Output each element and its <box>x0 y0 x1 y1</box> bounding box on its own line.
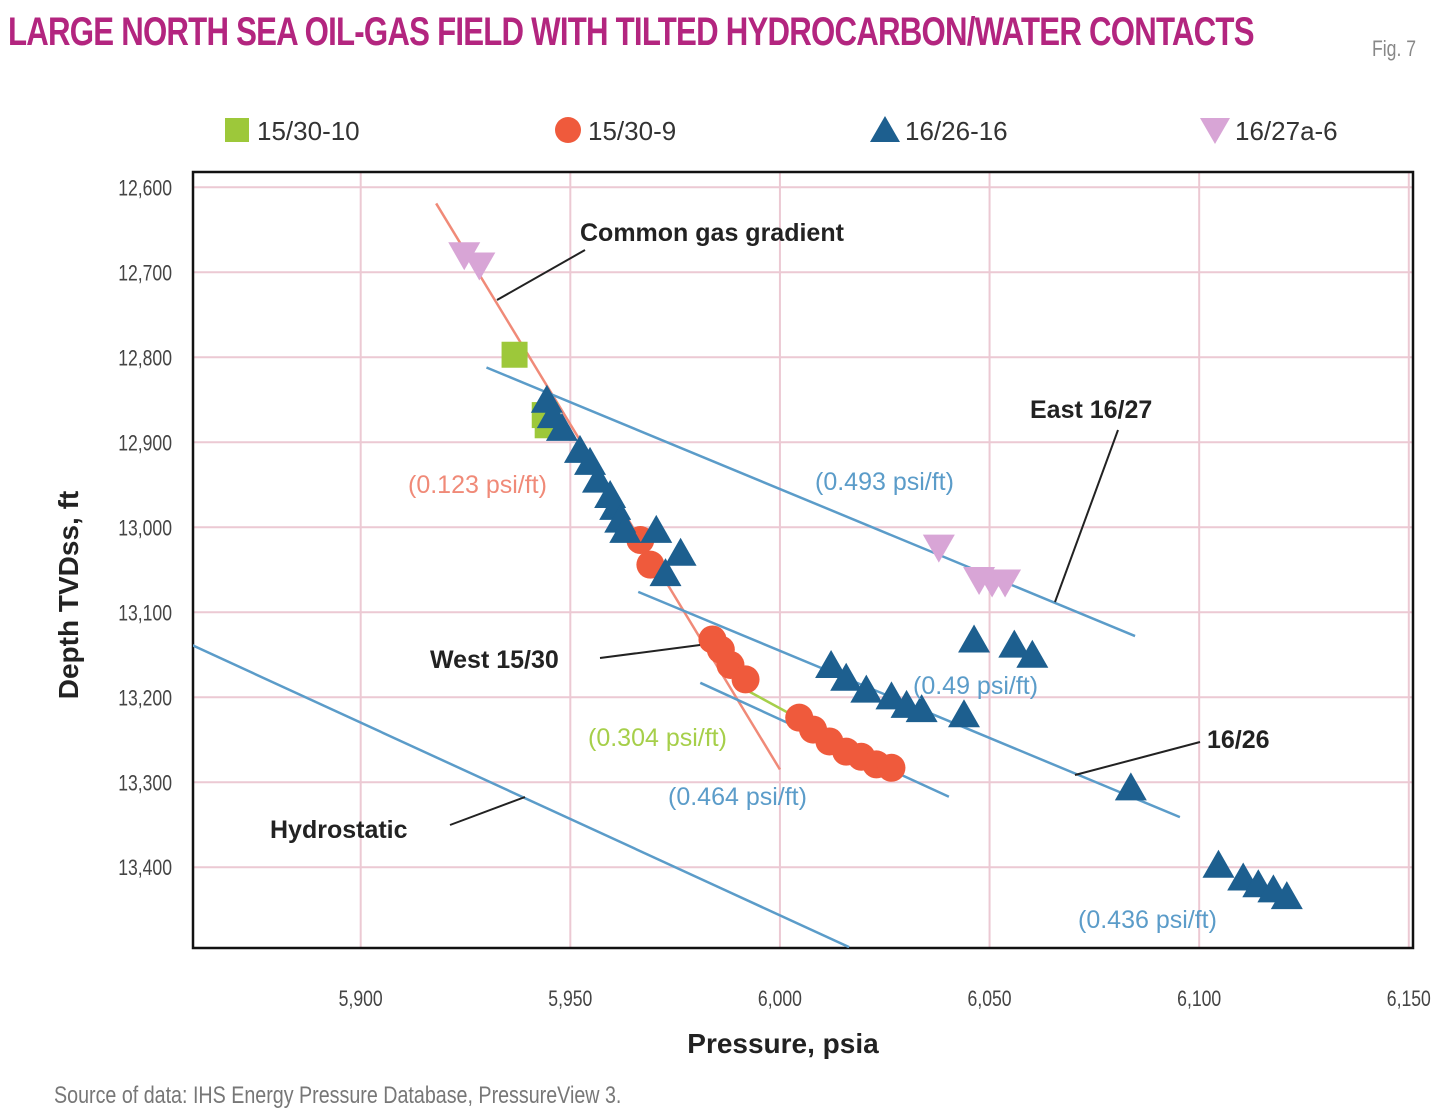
y-tick-label: 12,800 <box>118 347 172 371</box>
annotation-label: West 15/30 <box>430 646 559 674</box>
x-tick-label: 5,950 <box>548 987 592 1011</box>
legend-marker <box>555 117 581 143</box>
x-tick-label: 6,050 <box>968 987 1012 1011</box>
y-axis-label: Depth TVDss, ft <box>53 491 84 699</box>
data-point-triangle-up <box>905 694 938 723</box>
data-point-triangle-up <box>581 464 614 493</box>
data-point-triangle-up <box>958 624 991 653</box>
data-point-triangle-down <box>989 569 1022 598</box>
gradient-label: (0.123 psi/ft) <box>408 471 547 499</box>
x-tick-label: 5,900 <box>339 987 383 1011</box>
legend-label: 16/27a-6 <box>1235 116 1338 146</box>
y-tick-label: 13,100 <box>118 601 172 625</box>
chart-title: Large North Sea oil-gas field with tilte… <box>8 10 1255 54</box>
annotation-leader <box>1074 741 1201 776</box>
x-tick-label: 6,000 <box>758 987 802 1011</box>
gradient-line <box>485 366 1136 638</box>
gradient-label: (0.464 psi/ft) <box>668 783 807 811</box>
data-point-triangle-up <box>664 537 697 566</box>
gradient-label: (0.436 psi/ft) <box>1078 906 1217 934</box>
legend-label: 15/30-9 <box>588 116 676 146</box>
data-point-triangle-up <box>640 514 673 543</box>
annotation-leader <box>496 249 586 301</box>
gradient-line <box>193 644 850 948</box>
legend-marker <box>870 116 900 142</box>
x-axis-label: Pressure, psia <box>687 1028 879 1059</box>
annotation-leader <box>1054 429 1119 603</box>
legend-marker <box>225 118 249 142</box>
y-tick-label: 12,900 <box>118 432 172 456</box>
data-point-triangle-up <box>649 558 682 587</box>
data-point-triangle-down <box>922 534 955 563</box>
data-point-square <box>501 341 528 368</box>
y-tick-label: 12,700 <box>118 262 172 286</box>
data-point-circle <box>877 753 906 782</box>
x-tick-label: 6,100 <box>1177 987 1221 1011</box>
data-point-triangle-up <box>815 649 848 678</box>
y-tick-label: 13,000 <box>118 517 172 541</box>
data-point-triangle-up <box>947 699 980 728</box>
y-tick-label: 13,400 <box>118 856 172 880</box>
gradient-label: (0.493 psi/ft) <box>815 468 954 496</box>
data-point-circle <box>636 550 665 579</box>
legend-marker <box>1200 118 1230 144</box>
annotation-leader <box>449 796 526 826</box>
data-point-triangle-up <box>830 662 863 691</box>
y-tick-label: 12,600 <box>118 177 172 201</box>
data-point-triangle-up <box>1270 881 1303 910</box>
data-point-triangle-up <box>1202 849 1235 878</box>
annotation-leader <box>599 644 701 659</box>
x-tick-label: 6,150 <box>1387 987 1431 1011</box>
data-point-triangle-down <box>448 242 481 271</box>
gradient-label: (0.304 psi/ft) <box>588 724 727 752</box>
data-point-triangle-up <box>545 412 578 441</box>
data-point-triangle-up <box>609 514 642 543</box>
legend-label: 16/26-16 <box>905 116 1008 146</box>
y-tick-label: 13,200 <box>118 686 172 710</box>
plot-border <box>191 170 1415 950</box>
data-point-triangle-down <box>463 252 496 281</box>
data-point-triangle-up <box>1016 639 1049 668</box>
data-point-triangle-up <box>1114 772 1147 801</box>
data-point-triangle-up <box>850 674 883 703</box>
annotation-label: 16/26 <box>1207 726 1270 754</box>
annotation-label: Common gas gradient <box>580 219 845 247</box>
figure-label: Fig. 7 <box>1372 36 1417 61</box>
y-tick-label: 13,300 <box>118 771 172 795</box>
data-point-circle <box>731 665 760 694</box>
legend-label: 15/30-10 <box>257 116 360 146</box>
annotation-label: East 16/27 <box>1030 396 1152 424</box>
source-note: Source of data: IHS Energy Pressure Data… <box>54 1082 622 1109</box>
data-point-triangle-up <box>998 629 1031 658</box>
gradient-line <box>744 688 792 716</box>
annotation-label: Hydrostatic <box>270 816 408 844</box>
gradient-label: (0.49 psi/ft) <box>913 672 1038 700</box>
